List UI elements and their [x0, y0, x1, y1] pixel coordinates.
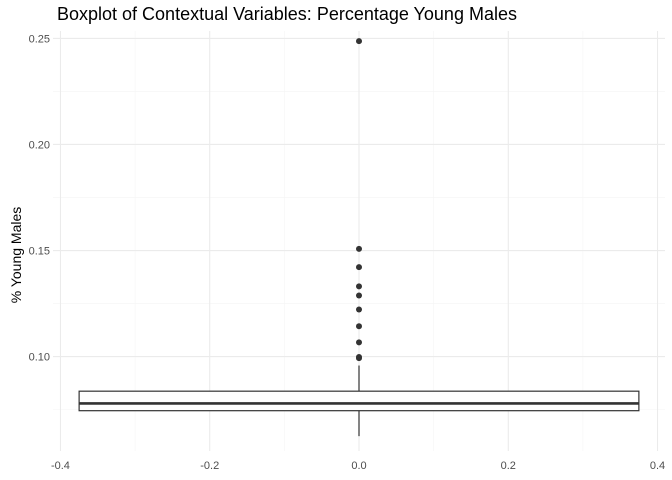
outlier-point — [356, 339, 362, 346]
outlier-point — [356, 38, 362, 45]
x-tick-label: 0.0 — [351, 460, 366, 472]
box-and-whiskers — [78, 365, 640, 437]
outlier-points — [356, 38, 362, 362]
chart-title: Boxplot of Contextual Variables: Percent… — [57, 4, 517, 24]
y-tick-label: 0.15 — [29, 246, 50, 258]
outlier-point — [356, 245, 362, 252]
x-tick-label: 0.4 — [650, 460, 665, 472]
x-tick-label: -0.2 — [200, 460, 219, 472]
outlier-point — [356, 292, 362, 299]
outlier-point — [356, 323, 362, 330]
y-tick-label: 0.25 — [29, 33, 50, 45]
y-tick-label: 0.10 — [29, 352, 50, 364]
outlier-point — [356, 306, 362, 313]
y-axis-tick-labels: 0.10 0.15 0.20 0.25 — [29, 33, 50, 363]
outlier-point — [356, 283, 362, 290]
outlier-point — [356, 354, 362, 361]
outlier-point — [356, 264, 362, 271]
x-tick-label: -0.4 — [51, 460, 70, 472]
x-tick-label: 0.2 — [501, 460, 516, 472]
x-axis-tick-labels: -0.4 -0.2 0.0 0.2 0.4 — [51, 460, 665, 472]
y-axis-label: % Young Males — [8, 207, 24, 304]
y-tick-label: 0.20 — [29, 139, 50, 151]
iqr-box — [78, 390, 640, 412]
